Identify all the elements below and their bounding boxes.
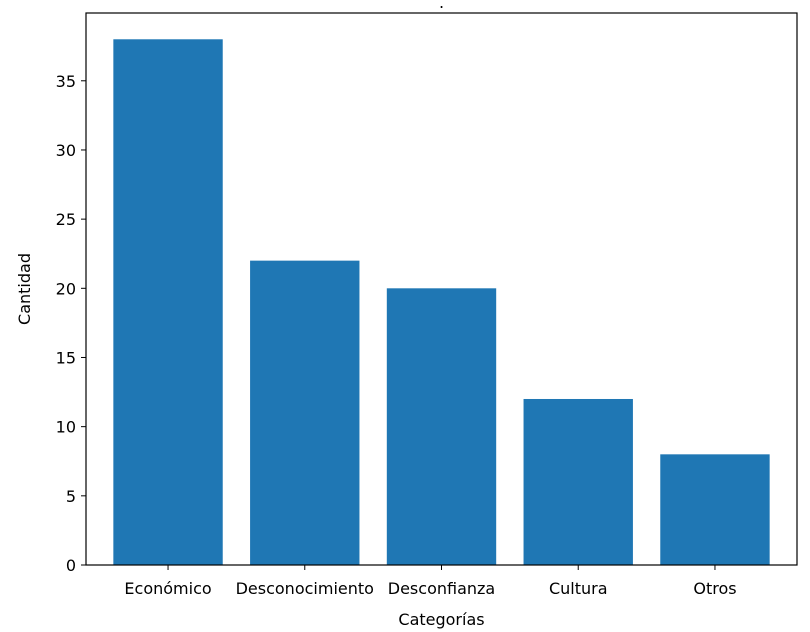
x-tick-label: Cultura <box>549 579 608 598</box>
x-axis-ticks: Económico Desconocimiento Desconfianza Cult… <box>124 565 737 598</box>
x-axis-label: Categorías <box>398 610 484 629</box>
bar-0 <box>113 39 223 566</box>
y-tick-label: 30 <box>56 141 76 160</box>
bar-1 <box>250 260 360 565</box>
x-tick-label: Otros <box>693 579 736 598</box>
x-tick-label: Desconfianza <box>388 579 495 598</box>
x-tick-label: Desconocimiento <box>236 579 374 598</box>
y-axis-label: Cantidad <box>15 253 34 325</box>
bar-4 <box>660 454 770 565</box>
y-tick-label: 5 <box>66 487 76 506</box>
chart-title: . <box>439 0 444 12</box>
y-tick-label: 20 <box>56 279 76 298</box>
bars-group <box>113 39 770 566</box>
y-tick-label: 35 <box>56 72 76 91</box>
y-tick-label: 25 <box>56 210 76 229</box>
y-tick-label: 15 <box>56 348 76 367</box>
bar-2 <box>386 288 497 565</box>
bar-3 <box>523 398 633 565</box>
plot-frame <box>85 12 798 566</box>
y-axis-ticks: 0 5 10 15 20 25 30 35 <box>56 72 86 575</box>
x-tick-label: Económico <box>124 579 211 598</box>
y-tick-label: 0 <box>66 556 76 575</box>
y-tick-label: 10 <box>56 418 76 437</box>
